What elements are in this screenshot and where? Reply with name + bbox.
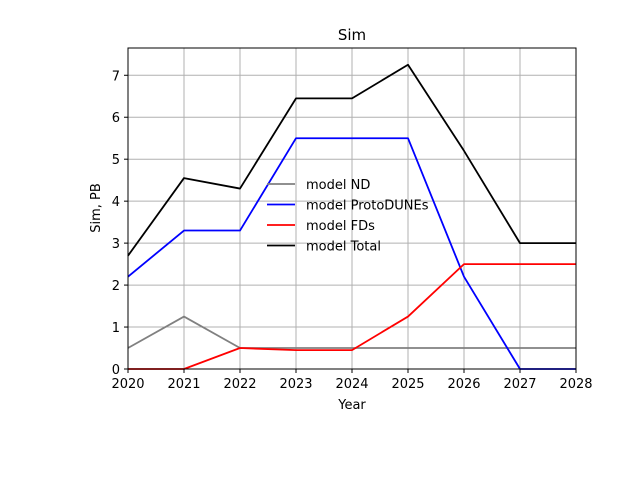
x-tick-label: 2020: [111, 377, 144, 392]
x-tick-label: 2021: [167, 377, 200, 392]
y-tick-label: 5: [112, 153, 120, 168]
y-tick-label: 4: [112, 195, 120, 210]
axis-ticks: 2020 2021 2022 2023 2024 2025 2026 2027 2028 0 1 2 3…: [111, 69, 592, 392]
legend-label: model FDs: [306, 219, 375, 234]
series-line-0: [127, 315, 576, 349]
y-tick-label: 6: [112, 111, 120, 126]
x-axis-label: Year: [337, 398, 366, 413]
y-tick-label: 7: [112, 69, 120, 84]
legend-label: model ND: [306, 178, 370, 193]
x-tick-label: 2025: [391, 377, 424, 392]
x-tick-label: 2027: [503, 377, 536, 392]
series-lines: [127, 63, 576, 370]
legend-label: model ProtoDUNEs: [306, 199, 429, 214]
y-axis-label: Sim, PB: [89, 183, 104, 233]
y-tick-label: 3: [112, 237, 120, 252]
chart-title: Sim: [338, 26, 366, 44]
y-tick-label: 1: [112, 321, 120, 336]
series-line-2: [128, 263, 576, 370]
series-line-3: [127, 63, 576, 257]
legend-label: model Total: [306, 240, 381, 255]
x-tick-label: 2024: [335, 377, 368, 392]
x-tick-label: 2028: [559, 377, 592, 392]
legend: model ND model ProtoDUNEs model FDs model T…: [267, 178, 429, 255]
x-tick-label: 2022: [223, 377, 256, 392]
y-tick-label: 0: [112, 363, 120, 378]
series-line-1: [127, 137, 576, 370]
x-tick-label: 2026: [447, 377, 480, 392]
y-tick-label: 2: [112, 279, 120, 294]
x-tick-label: 2023: [279, 377, 312, 392]
